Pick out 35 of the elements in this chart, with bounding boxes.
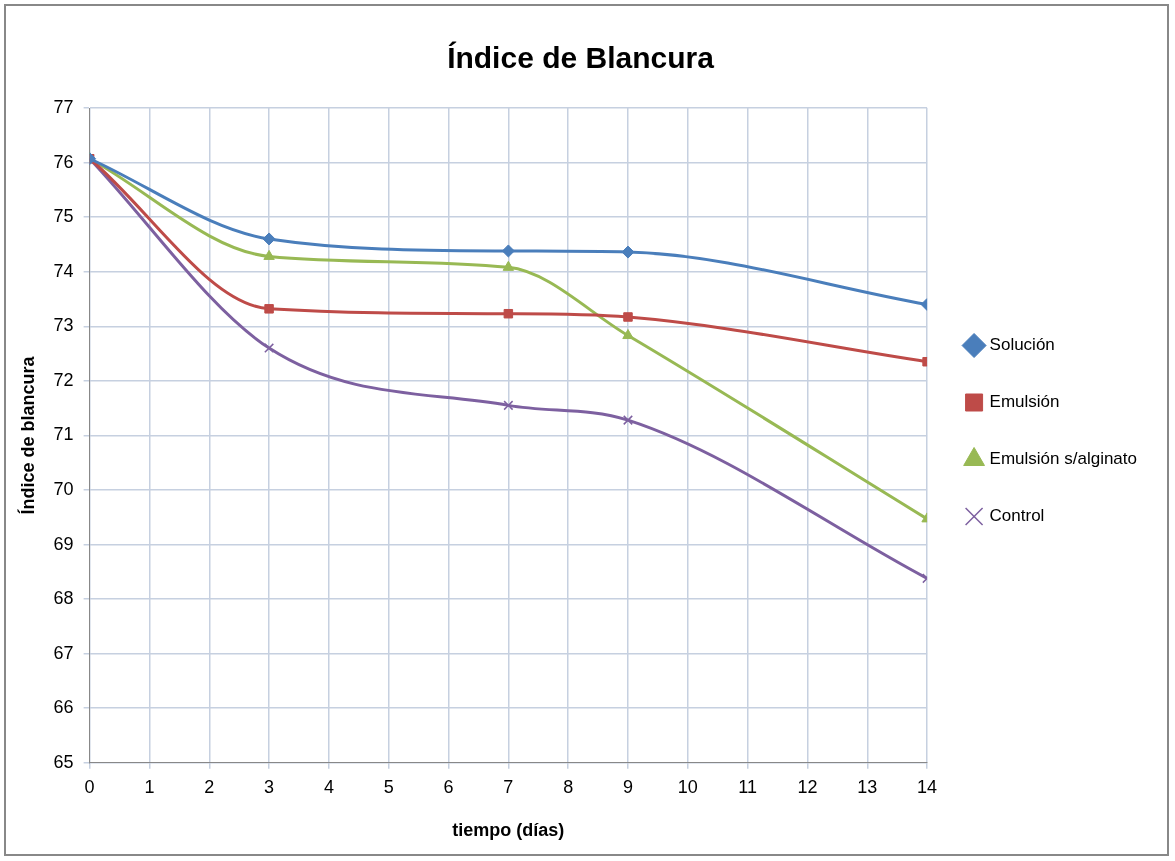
- y-tick-label: 70: [53, 478, 74, 499]
- x-tick-label: 5: [383, 776, 394, 797]
- y-tick-label: 65: [53, 751, 74, 772]
- x-tick-label: 7: [503, 776, 514, 797]
- y-tick-label: 75: [53, 206, 74, 227]
- y-tick-label: 76: [53, 151, 74, 172]
- x-tick-label: 10: [677, 776, 698, 797]
- x-tick-label: 12: [797, 776, 818, 797]
- legend-label: Emulsión s/alginato: [989, 449, 1138, 469]
- legend-label: Control: [989, 506, 1045, 526]
- y-tick-label: 73: [53, 315, 74, 336]
- x-tick-label: 9: [622, 776, 633, 797]
- y-tick-label: 66: [53, 697, 74, 718]
- y-tick-label: 68: [53, 588, 74, 609]
- y-tick-label: 72: [53, 369, 74, 390]
- x-axis-title: tiempo (días): [452, 820, 565, 841]
- chart-title: Índice de Blancura: [447, 41, 715, 75]
- y-axis-title: Índice de blancura: [16, 355, 38, 515]
- x-tick-label: 0: [84, 776, 95, 797]
- y-tick-label: 69: [53, 533, 74, 554]
- x-tick-label: 3: [264, 776, 275, 797]
- x-tick-label: 4: [323, 776, 334, 797]
- x-tick-label: 13: [857, 776, 878, 797]
- legend-label: Solución: [989, 335, 1055, 355]
- y-tick-label: 67: [53, 642, 74, 663]
- x-tick-label: 8: [563, 776, 574, 797]
- y-tick-label: 74: [53, 260, 74, 281]
- x-tick-label: 2: [204, 776, 215, 797]
- legend-label: Emulsión: [989, 392, 1060, 412]
- y-tick-label: 71: [53, 424, 74, 445]
- x-tick-label: 1: [144, 776, 155, 797]
- y-tick-label: 77: [53, 96, 74, 117]
- x-tick-label: 14: [917, 776, 938, 797]
- x-tick-label: 11: [738, 776, 757, 797]
- x-tick-label: 6: [443, 776, 454, 797]
